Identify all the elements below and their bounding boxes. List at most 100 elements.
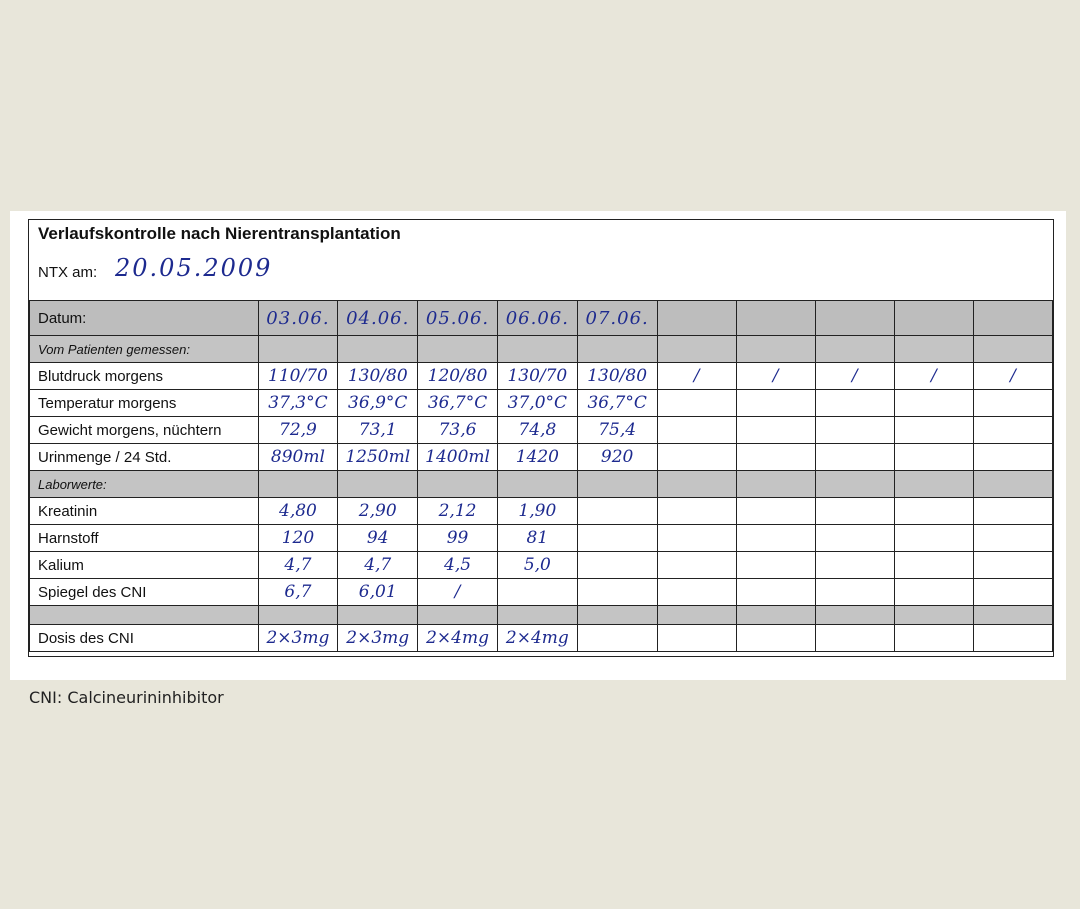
row-label: Dosis des CNI (29, 624, 259, 652)
value-cell (735, 551, 816, 579)
handwritten-value: 81 (526, 528, 549, 548)
handwritten-value: 94 (366, 528, 389, 548)
value-cell (972, 300, 1054, 336)
value-cell: 36,9°C (337, 389, 419, 417)
value-cell: 37,0°C (496, 389, 578, 417)
value-cell: 890ml (257, 443, 339, 471)
handwritten-value: 2×4mg (505, 628, 569, 648)
value-cell (893, 470, 974, 498)
value-cell: 120/80 (417, 362, 498, 390)
value-cell: 5,0 (496, 551, 578, 579)
value-cell (814, 497, 895, 525)
row-label: Kalium (29, 551, 259, 579)
value-cell (893, 524, 974, 552)
value-cell (576, 624, 658, 652)
value-cell (576, 578, 658, 606)
value-cell (576, 605, 658, 625)
value-cell (735, 624, 816, 652)
handwritten-value: 120 (281, 528, 315, 548)
section-row: Laborwerte: (29, 470, 1054, 498)
value-cell: 73,1 (337, 416, 419, 444)
value-cell (893, 389, 974, 417)
handwritten-value: 73,1 (358, 420, 397, 440)
value-cell (814, 524, 895, 552)
value-cell: 94 (337, 524, 419, 552)
value-cell (972, 578, 1054, 606)
handwritten-value: 07.06. (585, 307, 649, 329)
value-cell (735, 335, 816, 363)
row-label: Kreatinin (29, 497, 259, 525)
value-cell (656, 416, 737, 444)
value-cell (814, 624, 895, 652)
value-cell: 81 (496, 524, 578, 552)
blank-separator-row (29, 605, 1054, 625)
handwritten-value: 4,7 (284, 555, 312, 575)
value-cell (893, 443, 974, 471)
value-cell: 36,7°C (576, 389, 658, 417)
value-cell: 110/70 (257, 362, 339, 390)
value-cell (814, 605, 895, 625)
handwritten-value: / (772, 366, 779, 386)
handwritten-value: 05.06. (425, 307, 490, 329)
value-cell: 99 (417, 524, 498, 552)
value-cell (576, 497, 658, 525)
value-cell (576, 470, 658, 498)
handwritten-value: 99 (446, 528, 469, 548)
value-cell (656, 578, 737, 606)
value-cell: 03.06. (257, 300, 339, 336)
value-cell (972, 389, 1054, 417)
value-cell (257, 335, 339, 363)
value-cell (735, 497, 816, 525)
value-cell (893, 578, 974, 606)
value-cell (893, 551, 974, 579)
value-cell (417, 335, 498, 363)
value-cell (656, 624, 737, 652)
dose-row: Dosis des CNI 2×3mg 2×3mg 2×4mg 2×4mg (29, 624, 1054, 652)
row-label: Harnstoff (29, 524, 259, 552)
row-label: Datum: (29, 300, 259, 336)
value-cell: / (814, 362, 895, 390)
value-cell (735, 605, 816, 625)
value-cell (576, 335, 658, 363)
value-cell (735, 578, 816, 606)
measurement-row: Gewicht morgens, nüchtern 72,9 73,1 73,6 74,… (29, 416, 1054, 444)
value-cell (656, 443, 737, 471)
handwritten-value: 72,9 (279, 420, 317, 440)
value-cell (972, 443, 1054, 471)
handwritten-value: 03.06. (266, 307, 330, 329)
value-cell: 4,7 (257, 551, 339, 579)
value-cell (656, 335, 737, 363)
value-cell (496, 578, 578, 606)
handwritten-value: 2×3mg (266, 628, 330, 648)
handwritten-value: 890ml (270, 447, 325, 467)
value-cell (893, 416, 974, 444)
value-cell (814, 551, 895, 579)
value-cell (735, 443, 816, 471)
value-cell: 130/80 (576, 362, 658, 390)
value-cell: 1420 (496, 443, 578, 471)
value-cell: 4,80 (257, 497, 339, 525)
value-cell: 2×3mg (337, 624, 419, 652)
row-label: Vom Patienten gemessen: (29, 335, 259, 363)
value-cell: 920 (576, 443, 658, 471)
ntx-date-handwritten: 20.05.2009 (115, 254, 273, 282)
handwritten-value: 4,80 (279, 501, 317, 521)
value-cell (576, 551, 658, 579)
value-cell (972, 524, 1054, 552)
value-cell (735, 300, 816, 336)
handwritten-value: / (1010, 366, 1016, 386)
form-title: Verlaufskontrolle nach Nierentransplanta… (38, 224, 401, 243)
value-cell: / (893, 362, 974, 390)
row-label: Laborwerte: (29, 470, 259, 498)
measurement-row: Blutdruck morgens 110/70 130/80 120/80 130/7… (29, 362, 1054, 390)
value-cell (972, 605, 1054, 625)
value-cell (656, 497, 737, 525)
value-cell (972, 551, 1054, 579)
handwritten-value: 6,01 (358, 582, 397, 602)
value-cell: 07.06. (576, 300, 658, 336)
handwritten-value: 1400ml (425, 447, 490, 467)
row-label: Spiegel des CNI (29, 578, 259, 606)
handwritten-value: 1420 (515, 447, 559, 467)
value-cell (337, 335, 419, 363)
value-cell: 4,7 (337, 551, 419, 579)
